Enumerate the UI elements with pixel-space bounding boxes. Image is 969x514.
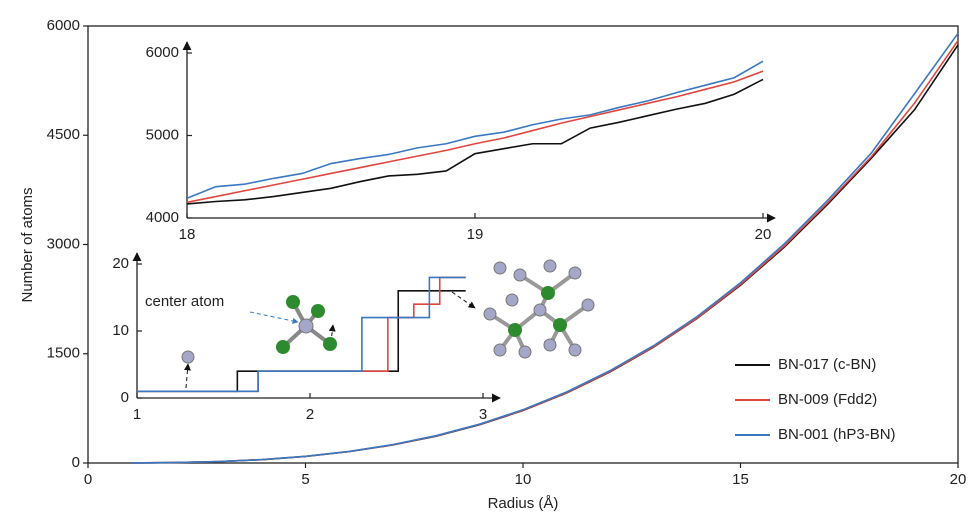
y-tick-label: 6000 bbox=[47, 17, 80, 34]
series-line bbox=[186, 70, 764, 204]
y-tick-label: 6000 bbox=[146, 44, 179, 61]
legend-label: BN-017 (c-BN) bbox=[778, 356, 876, 373]
y-tick-label: 5000 bbox=[146, 126, 179, 143]
x-tick-label: 19 bbox=[467, 226, 484, 243]
series-line bbox=[137, 290, 466, 393]
x-tick-label: 2 bbox=[306, 406, 314, 423]
y-tick-label: 4000 bbox=[146, 209, 179, 226]
series-line bbox=[186, 78, 764, 205]
y-tick-label: 0 bbox=[72, 454, 80, 471]
legend-label: BN-001 (hP3-BN) bbox=[778, 426, 896, 443]
legend-label: BN-009 (Fdd2) bbox=[778, 391, 877, 408]
x-tick-label: 10 bbox=[515, 471, 532, 488]
annotation: center atom bbox=[145, 293, 224, 310]
y-tick-label: 3000 bbox=[47, 235, 80, 252]
y-tick-label: 1500 bbox=[47, 345, 80, 362]
y-tick-label: 4500 bbox=[47, 126, 80, 143]
x-axis-label: Radius (Å) bbox=[488, 495, 559, 512]
series-line bbox=[131, 32, 959, 464]
series-line bbox=[137, 276, 466, 393]
x-tick-label: 20 bbox=[950, 471, 967, 488]
x-tick-label: 3 bbox=[479, 406, 487, 423]
atom-illustrations bbox=[181, 259, 595, 389]
y-tick-label: 20 bbox=[112, 255, 129, 272]
x-tick-label: 0 bbox=[84, 471, 92, 488]
series-line bbox=[186, 60, 764, 199]
y-tick-label: 0 bbox=[121, 389, 129, 406]
x-tick-label: 20 bbox=[755, 226, 772, 243]
y-tick-label: 10 bbox=[112, 322, 129, 339]
x-tick-label: 1 bbox=[133, 406, 141, 423]
x-tick-label: 18 bbox=[179, 226, 196, 243]
y-axis-label: Number of atoms bbox=[19, 187, 36, 302]
x-tick-label: 15 bbox=[732, 471, 749, 488]
x-tick-label: 5 bbox=[301, 471, 309, 488]
